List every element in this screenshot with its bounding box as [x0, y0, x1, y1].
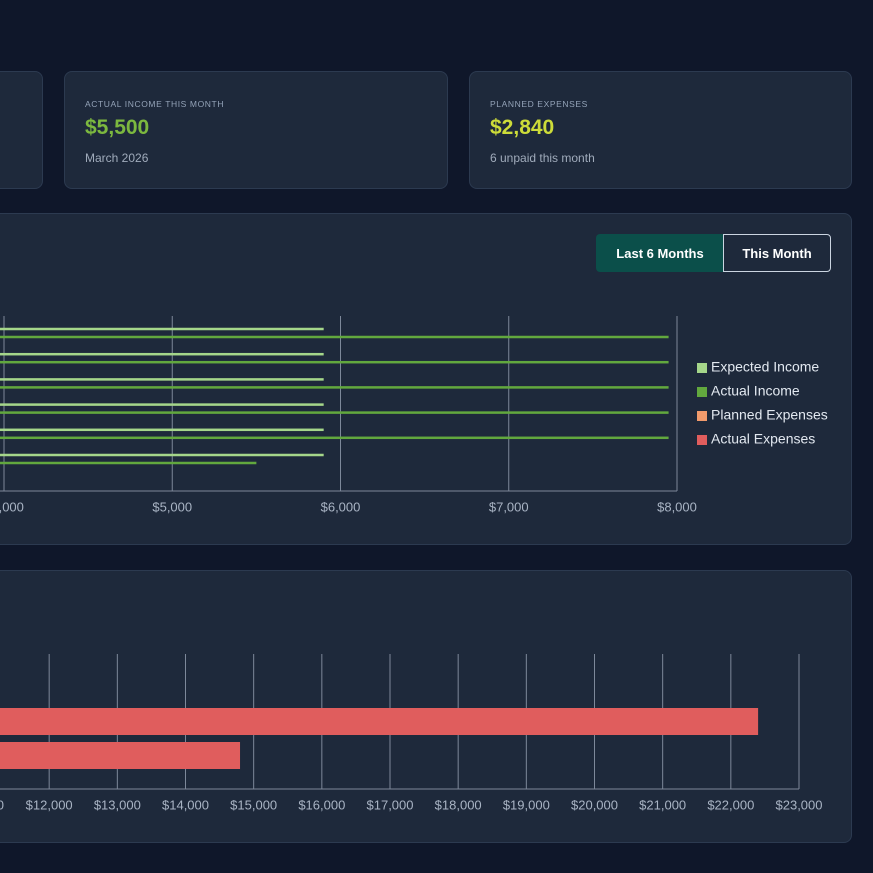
x-tick-label: $18,000 — [435, 797, 482, 812]
legend-swatch — [697, 411, 707, 421]
bar — [0, 453, 324, 457]
x-tick-label: $21,000 — [639, 797, 686, 812]
legend-label: Expected Income — [711, 359, 819, 375]
card-note: March 2026 — [85, 151, 149, 165]
x-tick-label: $4,000 — [0, 499, 24, 514]
legend-label: Actual Income — [711, 383, 800, 399]
card-label: ACTUAL INCOME THIS MONTH — [85, 99, 225, 109]
x-tick-label: $6,000 — [321, 499, 361, 514]
card: PLANNED EXPENSES $2,840 6 unpaid this mo… — [469, 71, 852, 189]
x-tick-label: $7,000 — [489, 499, 529, 514]
x-tick-label: $19,000 — [503, 797, 550, 812]
bar — [0, 327, 324, 331]
x-tick-label: $16,000 — [298, 797, 345, 812]
legend-swatch — [697, 363, 707, 373]
x-tick-label: $11,000 — [0, 797, 4, 812]
bar — [0, 360, 669, 364]
x-tick-label: $22,000 — [707, 797, 754, 812]
x-tick-label: $12,000 — [26, 797, 73, 812]
bar — [0, 411, 669, 414]
legend-label: Actual Expenses — [711, 431, 815, 447]
legend-label: Planned Expenses — [711, 407, 828, 423]
chart-panel — [0, 570, 852, 843]
bar — [0, 461, 257, 465]
range-button[interactable]: Last 6 Months — [596, 234, 724, 272]
x-tick-label: $20,000 — [571, 797, 618, 812]
card-note: 6 unpaid this month — [490, 151, 595, 165]
x-tick-label: $14,000 — [162, 797, 209, 812]
card — [0, 71, 43, 189]
card: ACTUAL INCOME THIS MONTH $5,500 March 20… — [64, 71, 448, 189]
legend-swatch — [697, 387, 707, 397]
x-tick-label: $23,000 — [776, 797, 823, 812]
bar — [0, 428, 324, 432]
card-value: $5,500 — [85, 116, 150, 139]
x-tick-label: $8,000 — [657, 499, 697, 514]
range-button[interactable]: This Month — [723, 234, 831, 272]
x-tick-label: $13,000 — [94, 797, 141, 812]
bar — [0, 436, 669, 440]
bar — [0, 708, 759, 735]
card-label: PLANNED EXPENSES — [490, 99, 588, 109]
card-value: $2,840 — [490, 116, 555, 139]
bar — [0, 352, 324, 356]
legend-swatch — [697, 435, 707, 445]
bar — [0, 378, 324, 381]
bar — [0, 742, 241, 769]
bar — [0, 386, 669, 389]
x-tick-label: $17,000 — [367, 797, 414, 812]
bar — [0, 335, 669, 339]
x-tick-label: $5,000 — [152, 499, 192, 514]
x-tick-label: $15,000 — [230, 797, 277, 812]
bar — [0, 403, 324, 406]
